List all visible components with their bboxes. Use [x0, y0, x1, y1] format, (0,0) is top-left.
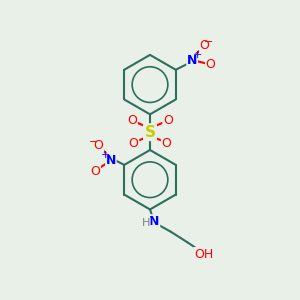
Text: N: N: [149, 215, 160, 228]
Text: O: O: [127, 114, 137, 128]
Text: S: S: [145, 125, 155, 140]
Text: O: O: [94, 139, 103, 152]
Text: +: +: [193, 50, 202, 61]
Text: −: −: [204, 38, 214, 47]
Text: +: +: [101, 150, 110, 160]
Text: H: H: [142, 218, 150, 228]
Text: N: N: [106, 154, 116, 167]
Text: O: O: [163, 114, 173, 128]
Text: −: −: [89, 137, 99, 147]
Text: O: O: [200, 40, 209, 52]
Text: O: O: [206, 58, 215, 71]
Text: N: N: [187, 54, 197, 67]
Text: O: O: [129, 137, 139, 150]
Text: OH: OH: [194, 248, 213, 260]
Text: O: O: [161, 137, 171, 150]
Text: O: O: [91, 165, 100, 178]
